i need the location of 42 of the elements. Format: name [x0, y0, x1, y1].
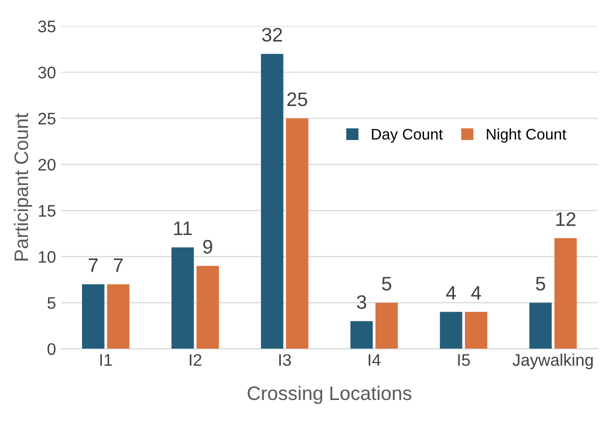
bar [107, 284, 130, 349]
bar [350, 321, 373, 349]
data-label: 4 [471, 286, 481, 300]
data-label: 5 [536, 276, 546, 291]
legend-label: Night Count [486, 128, 566, 143]
data-label: 5 [382, 276, 392, 291]
bar [196, 266, 219, 349]
y-tick-label: 30 [38, 66, 56, 78]
data-label: 7 [88, 258, 98, 272]
bar [82, 284, 104, 349]
bar [171, 247, 194, 349]
y-tick-label: 20 [38, 158, 56, 171]
bar [375, 302, 398, 349]
y-tick-label: 35 [38, 20, 56, 32]
data-label: 32 [262, 28, 282, 42]
bar [440, 312, 462, 349]
y-axis-title: Participant Count [14, 113, 32, 260]
data-label: 3 [356, 295, 366, 309]
y-tick-label: 0 [48, 343, 56, 356]
x-tick-label: Jaywalking [512, 354, 593, 370]
y-tick-label: 5 [48, 297, 56, 309]
x-tick-label: I5 [458, 354, 470, 366]
x-tick-label: I1 [100, 354, 112, 366]
y-tick-label: 10 [38, 251, 56, 263]
data-label: 9 [203, 240, 212, 254]
y-tick-label: 25 [38, 112, 56, 125]
x-axis-title: Crossing Locations [248, 386, 412, 404]
y-tick-label: 15 [38, 205, 56, 217]
data-label: 7 [114, 258, 123, 272]
bar [286, 118, 308, 349]
bar [554, 238, 577, 349]
bar [260, 54, 284, 349]
bar [464, 312, 488, 349]
bar [529, 302, 552, 349]
legend-label: Day Count [372, 128, 443, 143]
data-label: 25 [287, 92, 308, 106]
x-tick-label: I4 [368, 354, 381, 366]
x-tick-label: I3 [279, 354, 291, 366]
data-label: 11 [174, 222, 192, 236]
data-label: 4 [446, 286, 456, 300]
x-tick-label: I2 [190, 354, 202, 366]
data-label: 12 [556, 212, 576, 226]
